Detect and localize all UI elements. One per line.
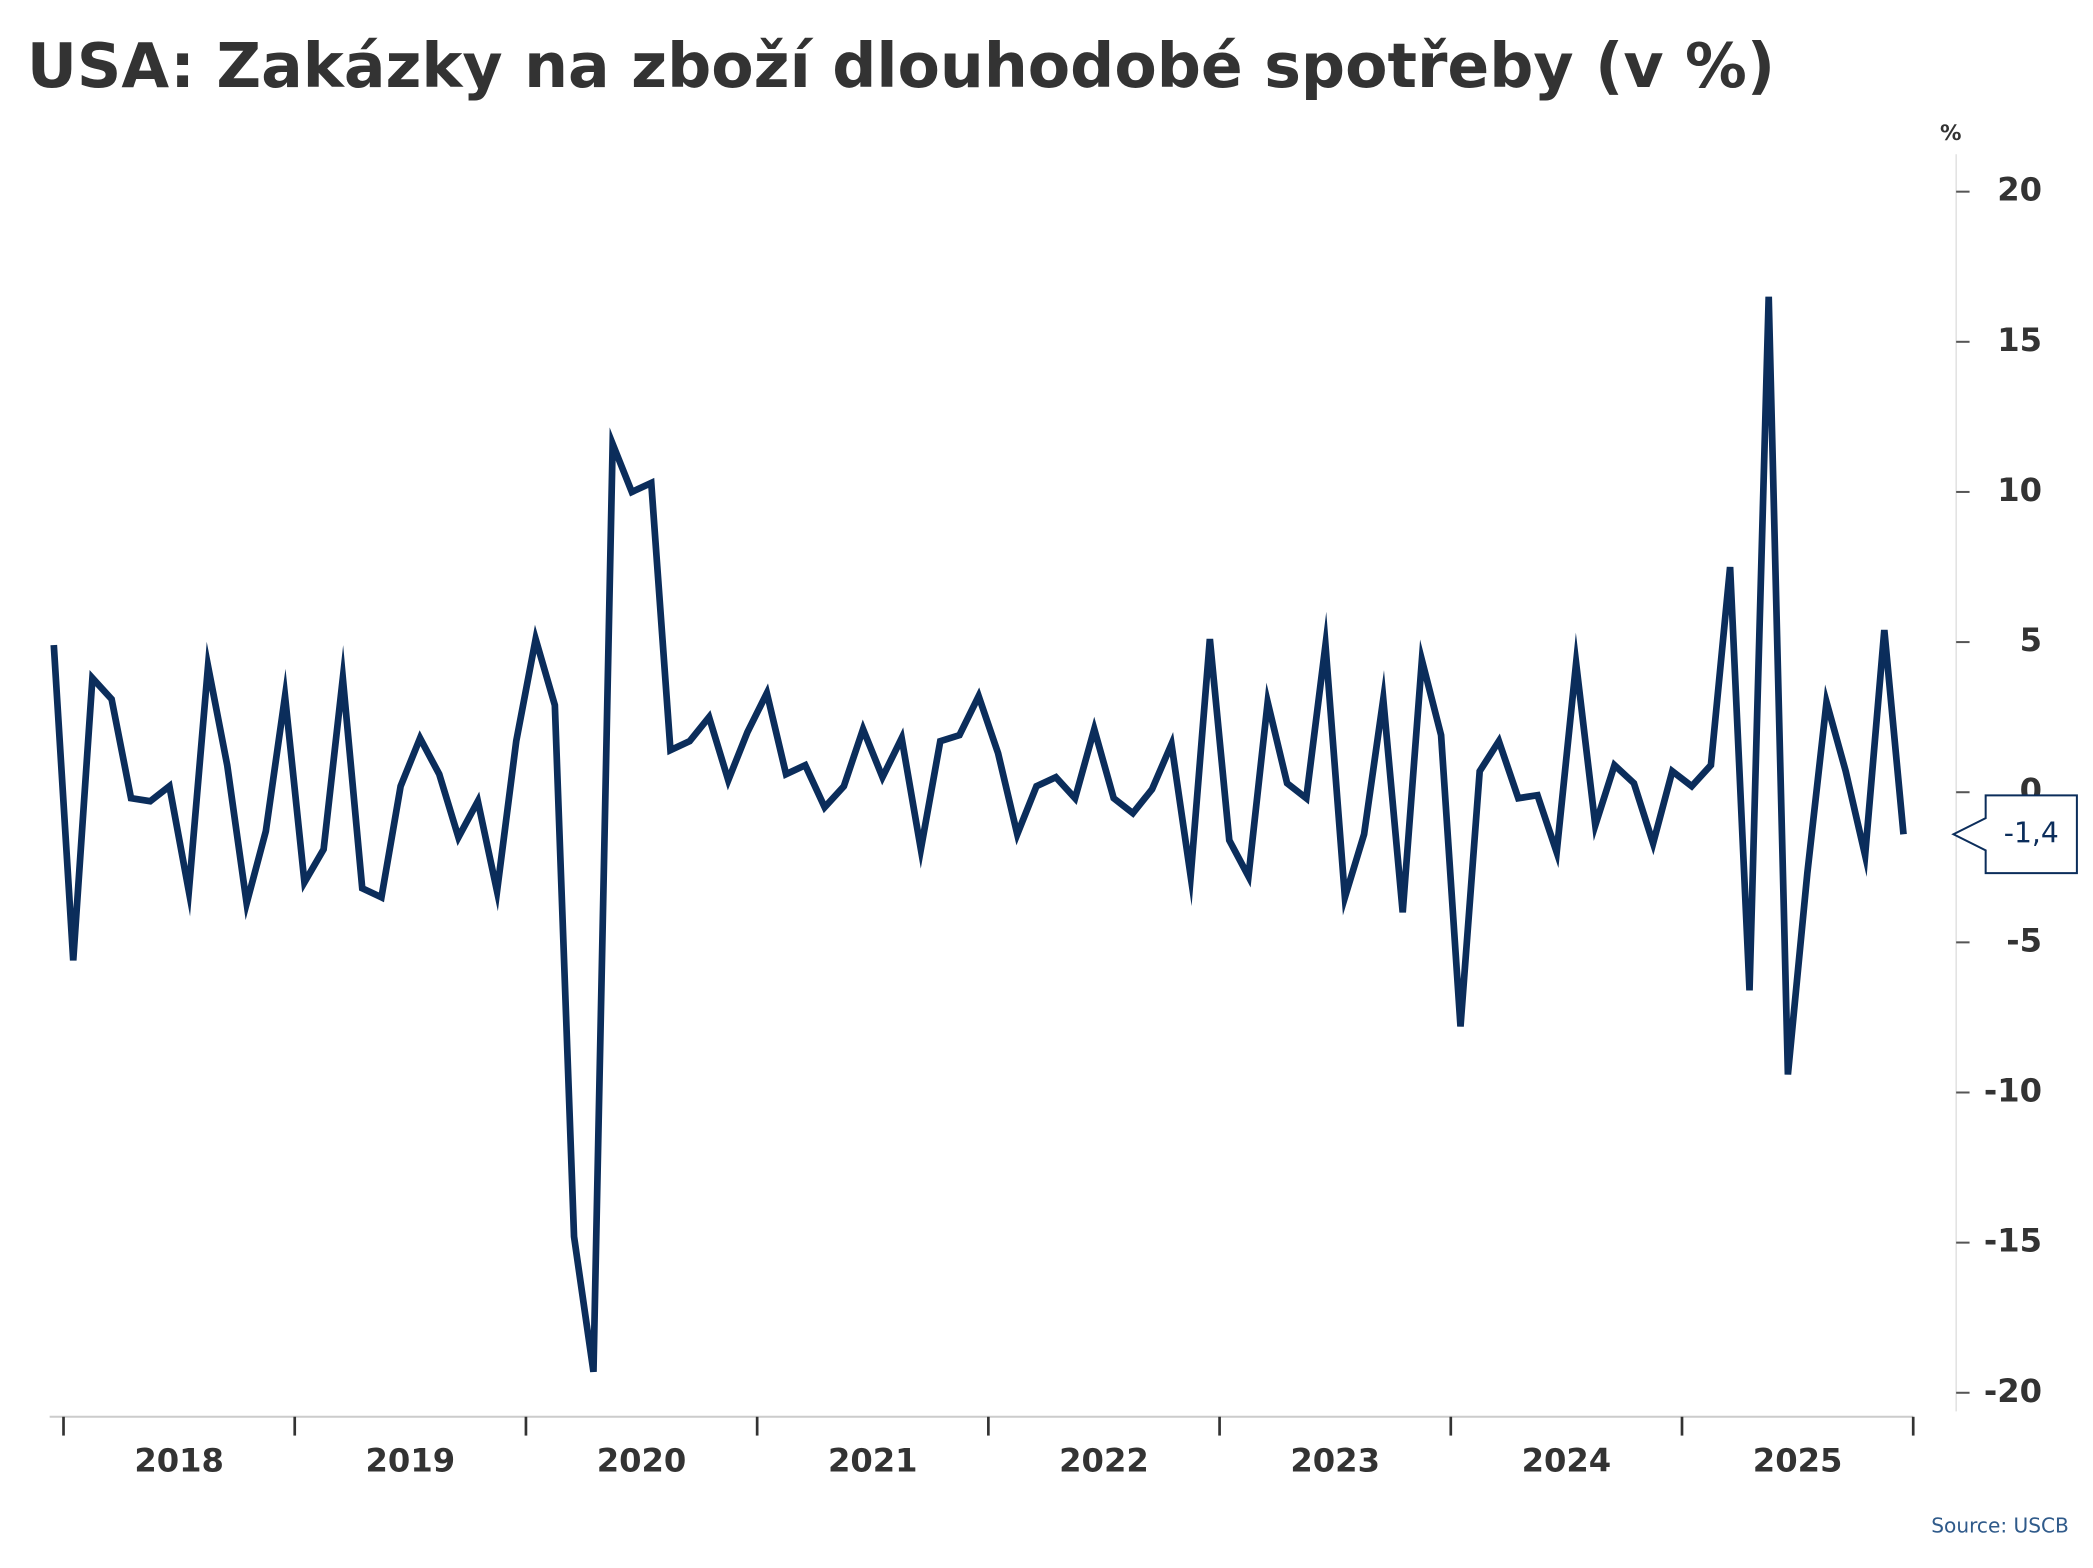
- y-tick-label: 10: [1997, 471, 2042, 509]
- x-tick-label: 2018: [134, 1441, 224, 1479]
- y-tick-label: 5: [2020, 621, 2042, 659]
- x-tick-label: 2021: [828, 1441, 918, 1479]
- chart-title: USA: Zakázky na zboží dlouhodobé spotřeb…: [27, 30, 1775, 102]
- y-tick-label: 20: [1997, 171, 2042, 209]
- y-tick-label: -10: [1984, 1071, 2042, 1109]
- x-tick-label: 2023: [1290, 1441, 1380, 1479]
- y-unit: %: [1940, 121, 1962, 146]
- data-line: [50, 296, 1907, 1373]
- value-callout: [1951, 794, 2078, 875]
- source: Source: USCB: [1931, 1513, 2069, 1537]
- y-tick-label: 15: [1997, 321, 2042, 359]
- x-tick-label: 2020: [597, 1441, 687, 1479]
- y-tick-label: -5: [2006, 921, 2042, 959]
- x-tick-label: 2025: [1753, 1441, 1843, 1479]
- y-tick-label: -20: [1984, 1372, 2042, 1410]
- value-label: -1,4: [2004, 816, 2059, 849]
- x-tick-label: 2019: [366, 1441, 456, 1479]
- x-tick-label: 2024: [1522, 1441, 1612, 1479]
- x-tick-label: 2022: [1059, 1441, 1149, 1479]
- y-tick-label: -15: [1984, 1222, 2042, 1260]
